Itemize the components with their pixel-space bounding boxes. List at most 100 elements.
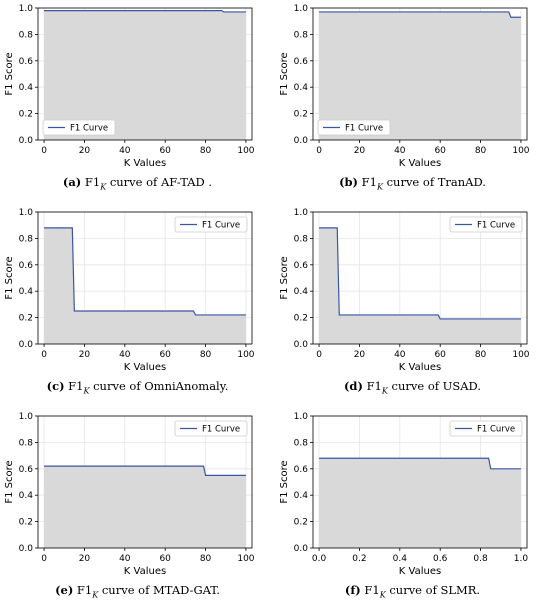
legend: F1 Curve — [174, 216, 248, 233]
y-axis-label: F1 Score — [279, 460, 290, 503]
x-tick-label: 100 — [512, 350, 529, 360]
x-tick-label: 20 — [79, 554, 91, 564]
y-tick-label: 0.6 — [19, 57, 34, 67]
figure-caption: (e) F1K curve of MTAD-GAT. — [0, 583, 275, 599]
y-tick-label: 0.8 — [19, 438, 34, 448]
x-axis-label: K Values — [399, 566, 441, 577]
y-tick-label: 0.0 — [294, 136, 309, 146]
y-tick-label: 0.4 — [294, 83, 309, 93]
area-fill — [44, 227, 246, 344]
plot-frame — [312, 211, 528, 345]
x-tick-label: 100 — [512, 146, 529, 156]
caption-text: curve of MTAD-GAT. — [98, 583, 220, 597]
caption-text: curve of USAD. — [387, 379, 482, 393]
caption-metric: F1 — [362, 379, 382, 393]
x-tick-label: 60 — [434, 350, 446, 360]
x-tick-label: 80 — [475, 350, 487, 360]
y-axis-label: F1 Score — [4, 52, 15, 95]
legend: F1 Curve — [449, 216, 523, 233]
caption-subscript: K — [381, 386, 388, 396]
caption-subscript: K — [100, 182, 107, 192]
x-tick-label: 40 — [119, 554, 131, 564]
y-tick-label: 0.4 — [19, 491, 34, 501]
legend: F1 Curve — [174, 420, 248, 437]
legend: F1 Curve — [42, 119, 116, 136]
y-tick-label: 1.0 — [19, 4, 34, 14]
y-tick-label: 0.2 — [19, 110, 33, 120]
chart-svg: 0 20 40 60 80 100 0.0 0.2 0.4 0.6 0.8 1.0 K Values F1… — [279, 208, 530, 373]
caption-text: curve of AF-TAD . — [106, 175, 213, 189]
x-tick-label: 60 — [159, 146, 171, 156]
y-tick-label: 0.2 — [294, 314, 308, 324]
y-tick-label: 1.0 — [19, 412, 34, 422]
y-tick-label: 1.0 — [294, 208, 309, 218]
area-fill — [319, 227, 521, 344]
x-tick-label: 20 — [79, 146, 91, 156]
x-tick-label: 80 — [200, 146, 212, 156]
x-tick-label: 0 — [316, 146, 322, 156]
x-tick-label: 0.6 — [433, 554, 448, 564]
chart-panel-0: 0 20 40 60 80 100 0.0 0.2 0.4 0.6 0.8 1.0 K Values F1… — [0, 0, 275, 204]
y-tick-label: 0.0 — [294, 544, 309, 554]
plot-frame — [312, 415, 528, 549]
legend: F1 Curve — [317, 119, 391, 136]
figure-caption: (c) F1K curve of OmniAnomaly. — [0, 379, 275, 395]
chart-panel-1: 0 20 40 60 80 100 0.0 0.2 0.4 0.6 0.8 1.0 K Values F1… — [275, 0, 550, 204]
y-tick-label: 0.8 — [294, 234, 309, 244]
series-line — [44, 10, 246, 13]
y-tick-label: 0.6 — [19, 261, 34, 271]
legend: F1 Curve — [449, 420, 523, 437]
y-tick-label: 0.8 — [294, 30, 309, 40]
x-tick-label: 40 — [394, 146, 406, 156]
x-tick-label: 0 — [41, 350, 47, 360]
x-tick-label: 1.0 — [514, 554, 529, 564]
plot-frame — [37, 211, 253, 345]
x-tick-label: 40 — [119, 146, 131, 156]
y-tick-label: 0.8 — [19, 30, 34, 40]
series-line — [319, 457, 521, 470]
caption-text: curve of TranAD. — [382, 175, 486, 189]
y-tick-label: 0.0 — [19, 544, 34, 554]
area-fill — [44, 10, 246, 141]
chart-panel-2: 0 20 40 60 80 100 0.0 0.2 0.4 0.6 0.8 1.0 K Values F1… — [0, 204, 275, 408]
y-tick-label: 1.0 — [19, 208, 34, 218]
y-tick-label: 1.0 — [294, 4, 309, 14]
x-tick-label: 0.0 — [312, 554, 327, 564]
figure-caption: (f) F1K curve of SLMR. — [275, 583, 550, 599]
x-tick-label: 0.2 — [352, 554, 366, 564]
chart-svg: 0 20 40 60 80 100 0.0 0.2 0.4 0.6 0.8 1.0 K Values F1… — [4, 208, 255, 373]
x-axis-label: K Values — [399, 362, 441, 373]
plot-frame — [37, 7, 253, 141]
x-tick-label: 80 — [200, 554, 212, 564]
y-tick-label: 0.2 — [19, 518, 33, 528]
x-tick-label: 60 — [434, 146, 446, 156]
caption-letter: (f) — [344, 583, 361, 597]
x-tick-label: 0 — [316, 350, 322, 360]
chart-panel-3: 0 20 40 60 80 100 0.0 0.2 0.4 0.6 0.8 1.0 K Values F1… — [275, 204, 550, 408]
chart-panel-5: 0.0 0.2 0.4 0.6 0.8 1.0 0.0 0.2 0.4 0.6 0.8 1.0 K Va… — [275, 408, 550, 612]
x-axis-label: K Values — [124, 362, 166, 373]
x-axis-label: K Values — [124, 158, 166, 169]
chart-svg: 0 20 40 60 80 100 0.0 0.2 0.4 0.6 0.8 1.0 K Values F1… — [4, 412, 255, 577]
y-tick-label: 0.8 — [294, 438, 309, 448]
plot-frame — [37, 415, 253, 549]
legend-label: F1 Curve — [345, 124, 383, 134]
caption-text: curve of OmniAnomaly. — [89, 379, 229, 393]
y-tick-label: 0.6 — [294, 465, 309, 475]
x-tick-label: 100 — [237, 554, 254, 564]
y-axis-label: F1 Score — [4, 460, 15, 503]
y-tick-label: 0.2 — [294, 518, 308, 528]
y-tick-label: 0.2 — [294, 110, 308, 120]
x-tick-label: 40 — [394, 350, 406, 360]
y-tick-label: 1.0 — [294, 412, 309, 422]
caption-metric: F1 — [360, 583, 380, 597]
caption-subscript: K — [376, 182, 383, 192]
x-tick-label: 0 — [41, 554, 47, 564]
y-tick-label: 0.6 — [294, 261, 309, 271]
chart-svg: 0 20 40 60 80 100 0.0 0.2 0.4 0.6 0.8 1.0 K Values F1… — [279, 4, 530, 169]
chart-svg: 0.0 0.2 0.4 0.6 0.8 1.0 0.0 0.2 0.4 0.6 0.8 1.0 K Va… — [279, 412, 529, 577]
x-tick-label: 100 — [237, 350, 254, 360]
x-tick-label: 20 — [79, 350, 91, 360]
legend-label: F1 Curve — [202, 221, 240, 231]
x-axis-label: K Values — [399, 158, 441, 169]
